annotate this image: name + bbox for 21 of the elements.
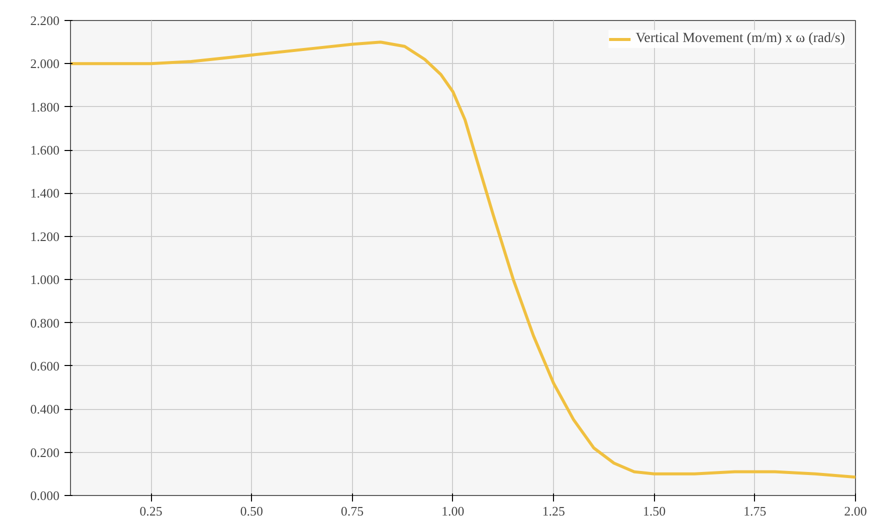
x-tick-label: 1.25 [542, 504, 565, 518]
x-tick-label: 2.00 [844, 504, 867, 518]
legend-label: Vertical Movement (m/m) x ω (rad/s) [636, 31, 845, 47]
y-tick-label: 0.000 [30, 488, 60, 503]
x-tick-label: 0.50 [240, 504, 264, 518]
x-tick-label: 0.25 [140, 504, 162, 518]
y-tick-label: 0.600 [30, 358, 60, 374]
x-tick-label: 0.75 [340, 504, 364, 518]
y-tick-label: 1.000 [30, 272, 60, 288]
y-tick-label: 1.400 [30, 186, 60, 201]
y-tick-label: 0.400 [30, 402, 60, 417]
x-tick-label: 1.00 [442, 504, 464, 518]
y-tick-label: 1.600 [30, 142, 60, 158]
x-tick-label: 1.75 [743, 504, 766, 518]
y-tick-label: 0.800 [30, 315, 60, 330]
y-tick-label: 0.200 [30, 444, 60, 460]
y-tick-label: 2.000 [30, 56, 60, 72]
y-tick-label: 1.800 [30, 99, 60, 114]
x-tick-label: 1.50 [642, 504, 666, 518]
y-tick-label: 2.200 [30, 13, 60, 28]
y-tick-label: 1.200 [30, 228, 60, 244]
